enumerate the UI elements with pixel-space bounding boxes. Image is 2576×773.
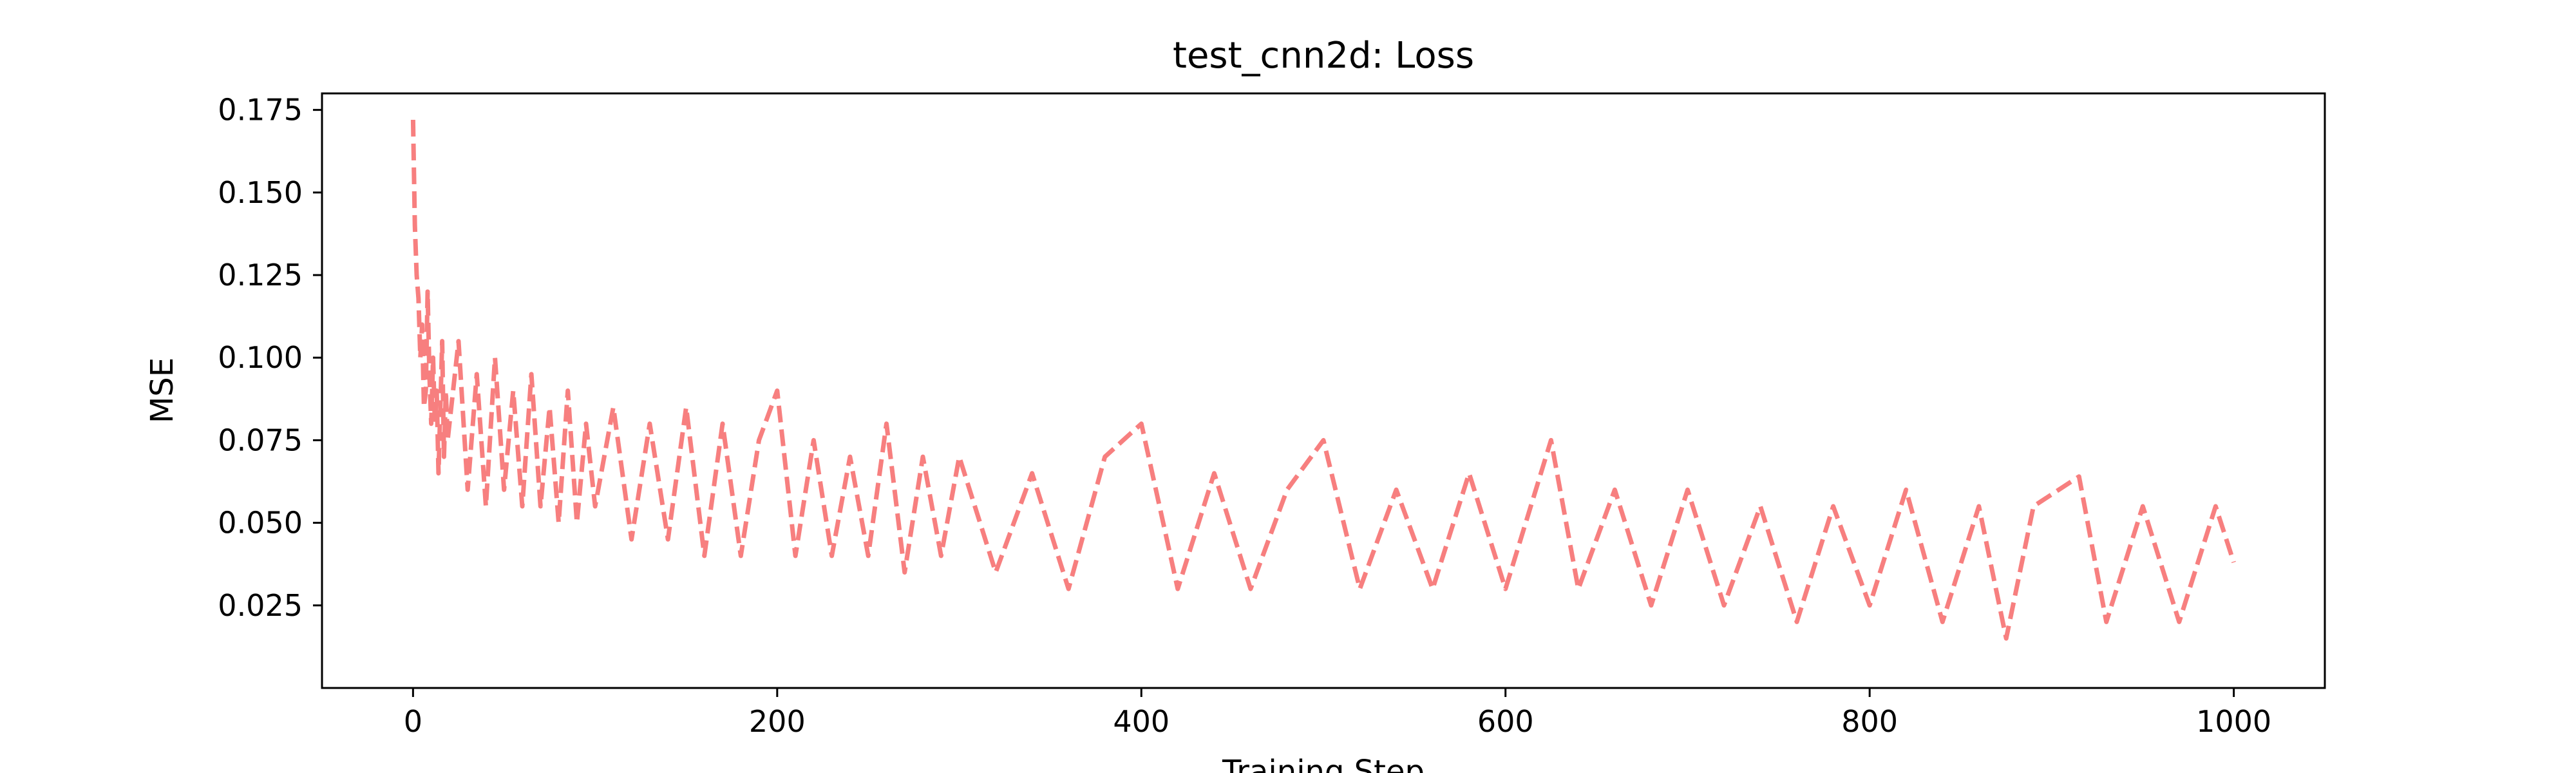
- y-tick-label: 0.075: [218, 423, 303, 457]
- x-tick-label: 0: [404, 704, 422, 739]
- x-tick-label: 400: [1113, 704, 1170, 739]
- y-axis-label: MSE: [144, 358, 180, 423]
- loss-series-line: [410, 119, 2236, 641]
- y-tick-label: 0.175: [218, 93, 303, 128]
- y-axis-ticks: 0.025 0.050 0.075 0.100 0.125 0.150 0.175: [218, 93, 322, 623]
- x-axis-ticks: 0 200 400 600 800 1000: [404, 688, 2271, 739]
- x-tick-label: 600: [1477, 704, 1534, 739]
- series-layer: [410, 119, 2236, 641]
- plot-frame: [321, 92, 2326, 689]
- x-tick-label: 1000: [2196, 704, 2271, 739]
- x-tick-label: 200: [749, 704, 806, 739]
- y-tick-label: 0.025: [218, 588, 303, 623]
- x-tick-label: 800: [1841, 704, 1898, 739]
- chart-title: test_cnn2d: Loss: [1173, 35, 1474, 77]
- y-tick-label: 0.050: [218, 506, 303, 540]
- x-axis-label: Training Step: [1222, 754, 1425, 773]
- y-tick-label: 0.125: [218, 258, 303, 292]
- y-tick-label: 0.150: [218, 175, 303, 210]
- y-tick-label: 0.100: [218, 340, 303, 375]
